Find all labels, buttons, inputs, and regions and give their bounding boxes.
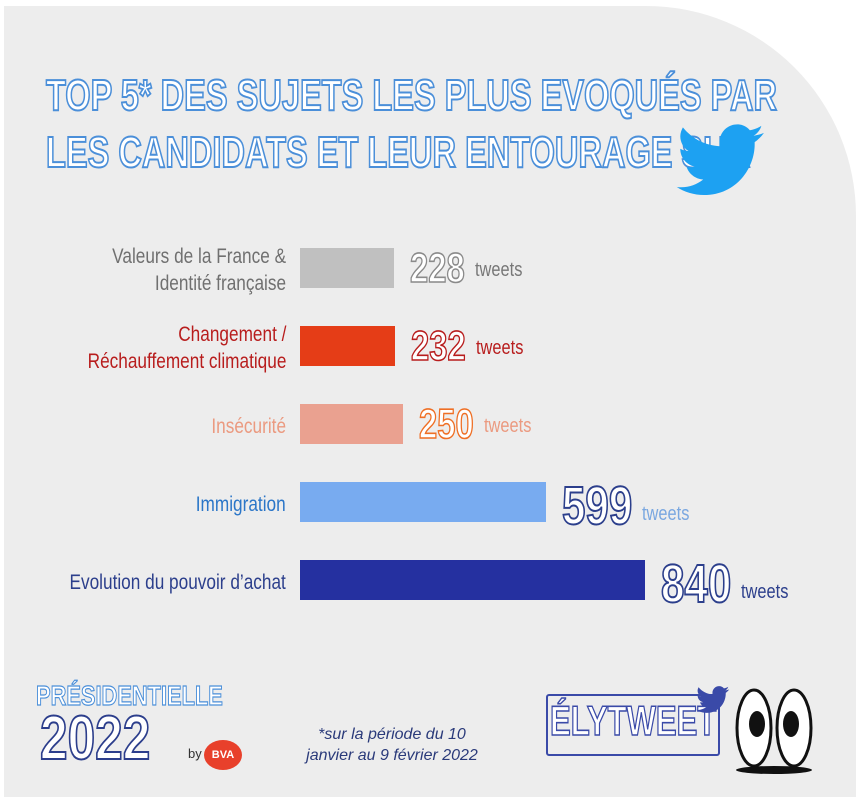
cartoon-eyes-icon bbox=[735, 688, 813, 774]
bar-label: Changement / Réchauffement climatique bbox=[87, 321, 286, 375]
bar-label: Valeurs de la France & Identité française bbox=[112, 243, 286, 297]
twitter-bird-icon bbox=[676, 124, 764, 196]
bar bbox=[300, 482, 546, 522]
bar-value-label: 232 bbox=[410, 322, 466, 369]
chart-title-line-2: LES CANDIDATS ET LEUR ENTOURAGE SUR bbox=[45, 128, 751, 177]
bar-unit-label: tweets bbox=[475, 259, 523, 281]
elytweet-logo: ÉLYTWEET bbox=[546, 686, 730, 756]
bar-label: Evolution du pouvoir d’achat bbox=[70, 569, 286, 596]
bar bbox=[300, 248, 394, 288]
bar-label-line: Immigration bbox=[196, 492, 286, 516]
twitter-bird-icon bbox=[696, 686, 730, 713]
footnote-line-2: janvier au 9 février 2022 bbox=[306, 747, 478, 764]
chart-title-line-1: TOP 5* DES SUJETS LES PLUS EVOQUÉS PAR bbox=[45, 71, 778, 120]
footnote-line-1: *sur la période du 10 bbox=[318, 726, 466, 743]
bar-label-line: Changement / bbox=[177, 323, 286, 346]
presidentielle-by: by bbox=[188, 746, 202, 761]
presidentielle-text: PRÉSIDENTIELLE bbox=[36, 680, 224, 711]
period-footnote: *sur la période du 10 janvier au 9 févri… bbox=[278, 724, 506, 766]
presidentielle-2022-logo: PRÉSIDENTIELLE 2022 by BVA bbox=[36, 680, 256, 773]
elytweet-frame bbox=[546, 694, 720, 756]
presidentielle-year: 2022 bbox=[39, 704, 151, 773]
bar bbox=[300, 560, 645, 600]
bar-label-line: Evolution du pouvoir d’achat bbox=[69, 570, 286, 594]
bar-value-label: 840 bbox=[660, 554, 732, 614]
bar-unit-label: tweets bbox=[484, 415, 532, 437]
infographic-card bbox=[4, 6, 856, 797]
bar-value-label: 228 bbox=[409, 244, 465, 291]
bva-logo: BVA bbox=[204, 740, 242, 770]
bar-label-line: Valeurs de la France & bbox=[112, 245, 286, 268]
elytweet-text: ÉLYTWEET bbox=[549, 697, 717, 744]
bar bbox=[300, 326, 395, 366]
bar-label-line: Réchauffement climatique bbox=[87, 350, 286, 373]
bar-unit-label: tweets bbox=[476, 337, 524, 359]
bar-unit-label: tweets bbox=[741, 581, 789, 603]
bar-unit-label: tweets bbox=[642, 503, 690, 525]
bar bbox=[300, 404, 403, 444]
bar-label: Immigration bbox=[196, 491, 286, 518]
bar-label-line: Identité française bbox=[154, 272, 286, 295]
bar-label-line: Insécurité bbox=[211, 414, 286, 438]
bar-label: Insécurité bbox=[211, 413, 286, 440]
bar-value-label: 250 bbox=[418, 400, 474, 447]
bar-value-label: 599 bbox=[561, 476, 633, 536]
